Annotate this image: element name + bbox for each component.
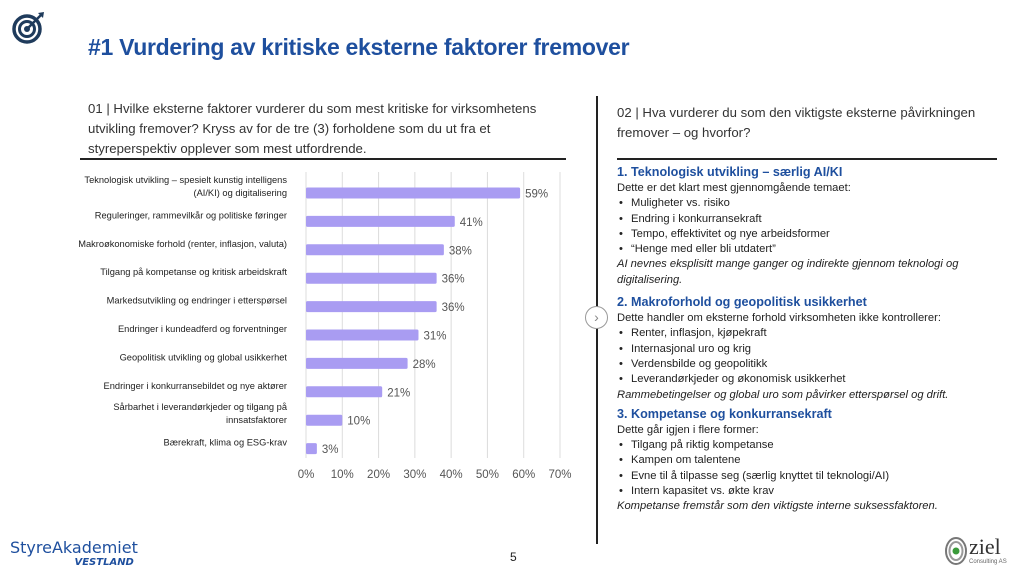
list-item: Verdensbilde og geopolitikk (617, 357, 1012, 373)
x-tick-label: 30% (403, 469, 426, 481)
bar (306, 443, 317, 455)
section-competence: 3. Kompetanse og konkurransekraft Dette … (617, 406, 1012, 515)
bar (306, 272, 437, 284)
data-label: 36% (442, 274, 465, 286)
x-tick-label: 40% (440, 469, 463, 481)
bar (306, 301, 437, 313)
section-macro: 2. Makroforhold og geopolitisk usikkerhe… (617, 294, 1012, 403)
target-icon (12, 10, 46, 49)
category-label: Endringer i kundeadferd og forventninger (118, 324, 287, 334)
section-intro: Dette går igjen i flere former: (617, 423, 759, 436)
x-tick-label: 50% (476, 469, 499, 481)
page-number: 5 (510, 550, 517, 564)
ziel-logo-icon (945, 537, 967, 565)
category-label: Tilgang på kompetanse og kritisk arbeids… (100, 267, 287, 277)
list-item: Tempo, effektivitet og nye arbeidsformer (617, 227, 1012, 243)
bar (306, 386, 383, 398)
data-label: 21% (387, 387, 410, 399)
category-label: Makroøkonomiske forhold (renter, inflasj… (78, 239, 287, 249)
logo-text: ziel (969, 534, 1001, 559)
section-technology: 1. Teknologisk utvikling – særlig AI/KI … (617, 164, 1012, 288)
list-item: Renter, inflasjon, kjøpekraft (617, 326, 1012, 342)
logo-text: StyreAkademiet (10, 538, 138, 557)
bar (306, 187, 521, 199)
x-tick-label: 20% (367, 469, 390, 481)
section-note: Kompetanse fremstår som den viktigste in… (617, 500, 938, 513)
section-note: Rammebetingelser og global uro som påvir… (617, 388, 949, 401)
list-item: Leverandørkjeder og økonomisk usikkerhet (617, 372, 1012, 388)
list-item: Evne til å tilpasse seg (særlig knyttet … (617, 469, 1012, 485)
x-tick-label: 70% (548, 469, 571, 481)
category-label: Sårbarhet i leverandørkjeder og tilgang … (113, 402, 287, 412)
logo-subtext: VESTLAND (74, 557, 134, 568)
list-item: “Henge med eller bli utdatert” (617, 242, 1012, 258)
data-label: 10% (347, 416, 370, 428)
logo-subtext: Consulting AS (969, 559, 1007, 565)
list-item: Intern kapasitet vs. økte krav (617, 484, 1012, 500)
section-note: AI nevnes eksplisitt mange ganger og ind… (617, 258, 959, 286)
bar (306, 414, 343, 426)
data-label: 59% (525, 189, 548, 201)
styreakademiet-logo: StyreAkademiet VESTLAND (10, 540, 138, 570)
category-label: Geopolitisk utvikling og global usikkerh… (120, 352, 288, 362)
category-label: Teknologisk utvikling – spesielt kunstig… (84, 175, 287, 185)
question-1: 01 | Hvilke eksterne faktorer vurderer d… (88, 101, 537, 156)
data-label: 28% (413, 359, 436, 371)
category-label: Endringer i konkurransebildet og nye akt… (104, 381, 287, 391)
list-item: Tilgang på riktig kompetanse (617, 438, 1012, 454)
x-tick-label: 0% (298, 469, 315, 481)
bar-chart: 0% 10% 20% 30% 40% 50% 60% 70% 59% Teknologisk ut… (78, 172, 572, 481)
section-intro: Dette er det klart mest gjennomgående te… (617, 182, 851, 194)
bar (306, 357, 408, 369)
section-heading: 3. Kompetanse og konkurransekraft (617, 406, 832, 421)
section-heading: 1. Teknologisk utvikling – særlig AI/KI (617, 165, 843, 179)
list-item: Kampen om talentene (617, 453, 1012, 469)
data-label: 31% (423, 331, 446, 343)
data-label: 3% (322, 444, 339, 456)
section-intro: Dette handler om eksterne forhold virkso… (617, 312, 941, 325)
category-label: (AI/KI) og digitalisering (193, 188, 287, 198)
bar (306, 244, 444, 256)
ziel-logo: ziel Consulting AS (945, 534, 1007, 565)
category-label: Bærekraft, klima og ESG-krav (164, 438, 288, 448)
category-label: Reguleringer, rammevilkår og politiske f… (95, 210, 287, 220)
data-label: 38% (449, 245, 472, 257)
list-item: Muligheter vs. risiko (617, 196, 1012, 212)
data-label: 41% (460, 217, 483, 229)
bar (306, 329, 419, 341)
category-label: innsatsfaktorer (226, 415, 287, 425)
page-title: #1 Vurdering av kritiske eksterne faktor… (88, 34, 630, 60)
list-item: Endring i konkurransekraft (617, 212, 1012, 228)
question-2: 02 | Hva vurderer du som den viktigste e… (617, 105, 976, 140)
category-label: Markedsutvikling og endringer i etterspø… (107, 296, 287, 306)
divider-line (80, 158, 566, 160)
list-item: Internasjonal uro og krig (617, 342, 1012, 358)
bar (306, 215, 455, 227)
x-tick-label: 60% (512, 469, 535, 481)
section-heading: 2. Makroforhold og geopolitisk usikkerhe… (617, 295, 867, 310)
divider-line (617, 158, 997, 160)
chevron-right-icon: › (585, 306, 608, 329)
answer-summary: 1. Teknologisk utvikling – særlig AI/KI … (617, 164, 1012, 517)
data-label: 36% (442, 302, 465, 314)
x-tick-label: 10% (331, 469, 354, 481)
